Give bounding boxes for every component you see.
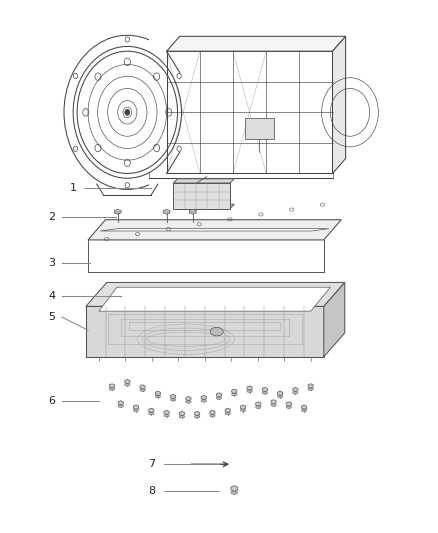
Ellipse shape (155, 395, 161, 398)
Polygon shape (125, 379, 130, 384)
Polygon shape (134, 405, 138, 409)
Text: 3: 3 (48, 259, 55, 268)
Text: 7: 7 (148, 459, 155, 469)
Ellipse shape (293, 392, 298, 394)
Polygon shape (114, 209, 121, 214)
Polygon shape (99, 287, 331, 311)
Ellipse shape (127, 292, 145, 300)
Ellipse shape (164, 414, 169, 417)
Ellipse shape (216, 397, 222, 399)
Ellipse shape (271, 403, 276, 406)
Polygon shape (225, 408, 230, 413)
Ellipse shape (125, 384, 130, 386)
Polygon shape (173, 204, 234, 208)
Text: 8: 8 (148, 486, 155, 496)
Ellipse shape (262, 392, 268, 394)
Polygon shape (240, 405, 246, 409)
Ellipse shape (186, 401, 191, 403)
Text: 2: 2 (48, 212, 55, 222)
Ellipse shape (247, 390, 252, 392)
Ellipse shape (179, 415, 184, 418)
Ellipse shape (140, 389, 145, 391)
Ellipse shape (301, 409, 307, 411)
Polygon shape (166, 36, 346, 51)
Ellipse shape (159, 291, 174, 297)
Ellipse shape (118, 405, 124, 407)
Polygon shape (262, 387, 268, 392)
Polygon shape (308, 384, 313, 388)
Polygon shape (232, 389, 237, 393)
Ellipse shape (232, 393, 237, 395)
Ellipse shape (110, 388, 115, 390)
Polygon shape (231, 486, 237, 491)
Polygon shape (247, 386, 252, 390)
Polygon shape (86, 306, 324, 357)
Polygon shape (173, 183, 230, 208)
Ellipse shape (148, 412, 154, 415)
Polygon shape (278, 391, 283, 395)
Polygon shape (170, 394, 176, 399)
Polygon shape (118, 401, 124, 405)
Polygon shape (293, 387, 298, 392)
Polygon shape (86, 282, 345, 306)
Polygon shape (140, 385, 145, 389)
Polygon shape (179, 411, 184, 416)
Ellipse shape (231, 491, 238, 494)
Polygon shape (324, 282, 345, 357)
Text: 6: 6 (48, 396, 55, 406)
Ellipse shape (210, 414, 215, 417)
Ellipse shape (240, 409, 246, 411)
Polygon shape (100, 229, 329, 231)
Ellipse shape (225, 412, 230, 415)
Polygon shape (164, 410, 169, 415)
Polygon shape (256, 402, 261, 406)
Text: 5: 5 (48, 312, 55, 322)
Ellipse shape (194, 289, 209, 295)
Polygon shape (189, 209, 196, 214)
Polygon shape (271, 400, 276, 404)
Ellipse shape (210, 327, 223, 336)
Polygon shape (201, 395, 206, 400)
Polygon shape (155, 391, 160, 395)
Text: 4: 4 (48, 290, 55, 301)
Polygon shape (88, 220, 341, 240)
Polygon shape (210, 410, 215, 415)
Text: 1: 1 (70, 183, 77, 193)
Polygon shape (245, 118, 274, 139)
Polygon shape (332, 36, 346, 173)
Polygon shape (194, 411, 200, 416)
Polygon shape (216, 393, 222, 397)
Ellipse shape (201, 400, 206, 402)
Polygon shape (173, 179, 234, 183)
Polygon shape (186, 397, 191, 401)
Ellipse shape (125, 109, 130, 116)
Polygon shape (163, 209, 170, 214)
Ellipse shape (194, 415, 200, 418)
Ellipse shape (286, 406, 292, 408)
Polygon shape (110, 384, 115, 388)
Polygon shape (149, 408, 154, 413)
Polygon shape (302, 405, 307, 409)
Polygon shape (286, 402, 291, 406)
Ellipse shape (170, 399, 176, 401)
Ellipse shape (277, 395, 283, 398)
Ellipse shape (308, 388, 313, 390)
Ellipse shape (256, 406, 261, 408)
Ellipse shape (134, 409, 139, 411)
